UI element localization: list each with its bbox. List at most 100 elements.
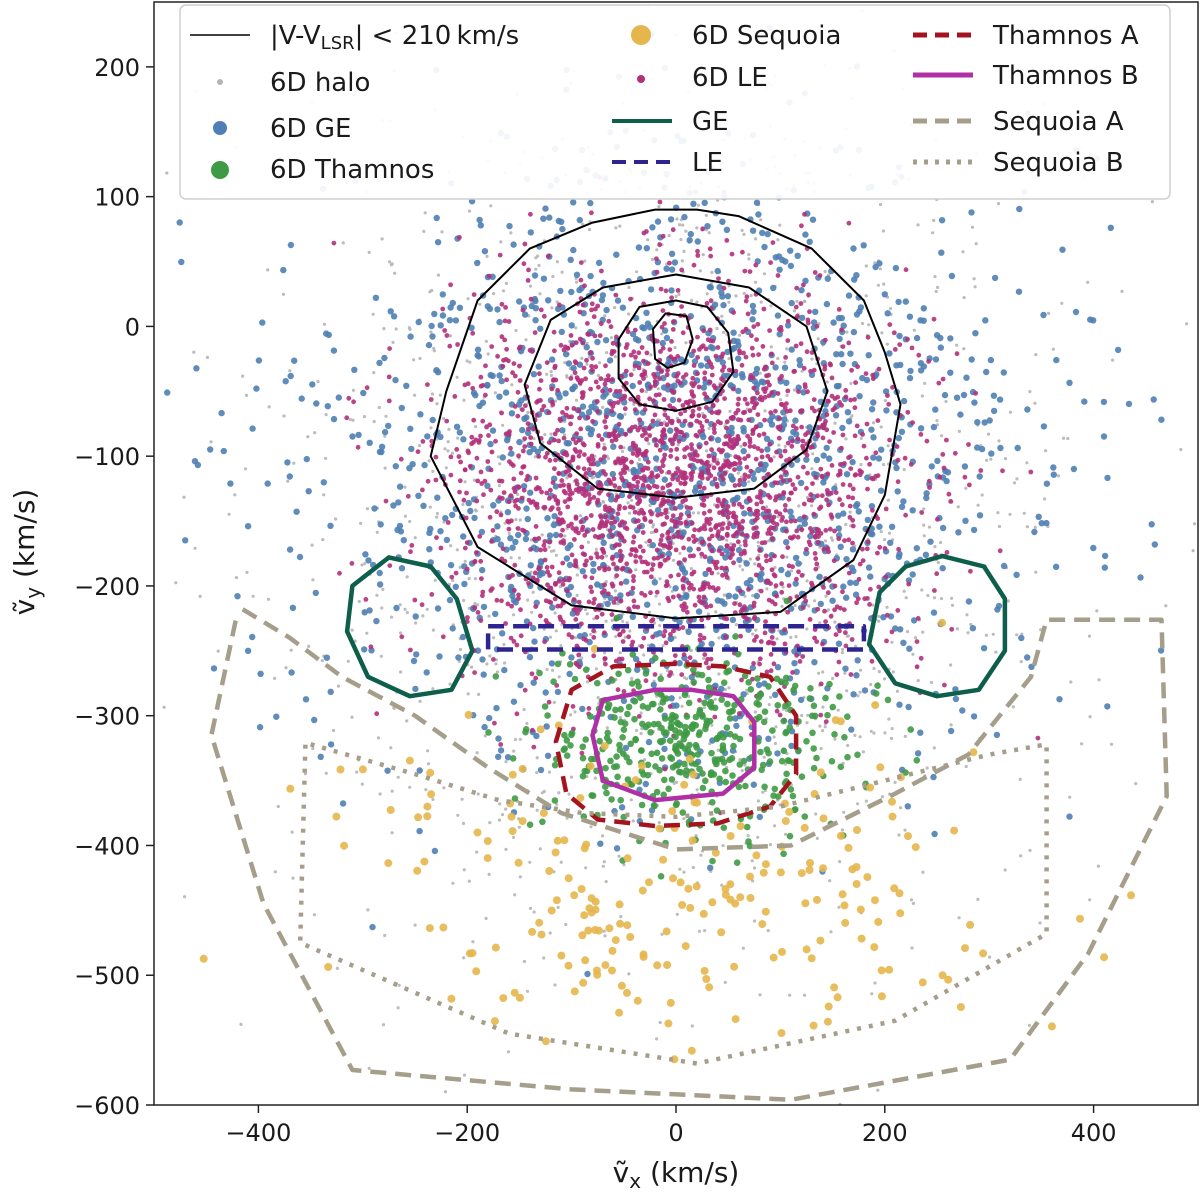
data-point [800, 389, 807, 396]
data-point [787, 605, 795, 612]
data-point [374, 711, 380, 717]
data-point [494, 662, 498, 666]
data-point [592, 475, 596, 479]
data-point [733, 531, 739, 536]
data-point [865, 539, 871, 545]
data-point [939, 597, 944, 601]
data-point [625, 621, 629, 625]
data-point [660, 233, 666, 239]
data-point [330, 415, 338, 423]
data-point [721, 497, 727, 503]
data-point [602, 442, 606, 446]
data-point [674, 294, 678, 298]
data-point [709, 480, 716, 487]
data-point [667, 216, 675, 223]
data-point [652, 379, 658, 384]
data-point [955, 529, 962, 536]
data-point [911, 652, 915, 656]
data-point [853, 672, 860, 679]
data-point [507, 574, 512, 580]
data-point [896, 546, 901, 552]
data-point [503, 661, 507, 665]
data-point [773, 824, 777, 828]
data-point [699, 526, 704, 531]
data-point [514, 642, 520, 648]
data-point [399, 631, 403, 635]
data-point [803, 456, 810, 463]
data-point [359, 521, 363, 526]
data-point [742, 232, 746, 236]
data-point [785, 338, 791, 343]
data-point [932, 596, 937, 600]
data-point [762, 483, 768, 488]
data-point [376, 569, 383, 577]
data-point [649, 224, 656, 231]
data-point [497, 818, 502, 822]
data-point [755, 211, 762, 218]
data-point [637, 457, 642, 462]
data-point [599, 554, 605, 560]
data-point [616, 506, 622, 512]
data-point [887, 437, 892, 443]
data-point [695, 226, 699, 230]
data-point [738, 333, 742, 337]
data-point [948, 272, 956, 280]
data-point [239, 1022, 243, 1026]
data-point [672, 781, 676, 786]
data-point [691, 363, 697, 368]
data-point [690, 469, 696, 475]
data-point [433, 578, 437, 582]
data-point [629, 798, 633, 802]
data-point [771, 661, 777, 667]
data-point [712, 714, 718, 720]
data-point [1066, 813, 1073, 820]
data-point [739, 677, 744, 683]
data-point [617, 413, 625, 420]
data-point [534, 267, 538, 271]
data-point [589, 307, 594, 313]
data-point [162, 705, 166, 709]
data-point [561, 435, 567, 441]
data-point [586, 706, 592, 711]
data-point [613, 845, 621, 852]
data-point [720, 368, 725, 373]
data-point [568, 376, 574, 381]
data-point [790, 564, 795, 570]
data-point [650, 562, 656, 568]
data-point [678, 696, 682, 700]
data-point [383, 498, 389, 504]
data-point [521, 415, 528, 422]
data-point [815, 433, 821, 439]
data-point [753, 562, 757, 566]
data-point [429, 333, 436, 340]
data-point [637, 424, 643, 430]
data-point [713, 697, 717, 701]
data-point [665, 668, 670, 673]
data-point [789, 569, 794, 573]
data-point [521, 487, 527, 493]
data-point [828, 490, 834, 496]
data-point [635, 728, 639, 733]
data-point [511, 639, 517, 644]
data-point [832, 528, 837, 534]
data-point [708, 298, 714, 304]
data-point [921, 870, 925, 874]
data-point [522, 535, 530, 543]
data-point [363, 597, 369, 602]
data-point [665, 595, 671, 601]
data-point [473, 577, 477, 581]
data-point [298, 395, 305, 402]
data-point [795, 474, 801, 480]
data-point [657, 821, 661, 825]
data-point [758, 462, 763, 468]
data-point [341, 241, 345, 245]
data-point [796, 569, 801, 575]
data-point [753, 199, 761, 206]
data-point [927, 485, 932, 490]
data-point [579, 750, 585, 756]
data-point [735, 387, 742, 395]
data-point [487, 371, 494, 379]
data-point [737, 525, 743, 530]
data-point [567, 460, 572, 465]
data-point [842, 538, 847, 543]
